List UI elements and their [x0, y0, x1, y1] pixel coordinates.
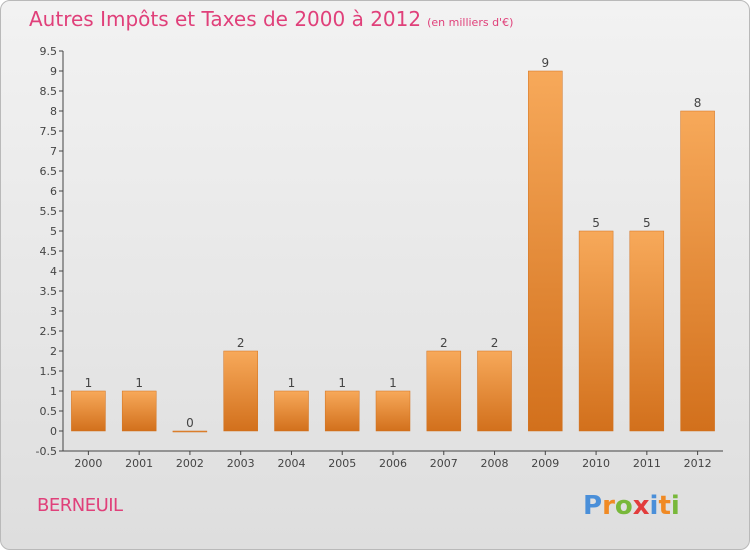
y-tick-label: 6 [50, 185, 57, 198]
bar [578, 230, 614, 432]
y-tick-label: 4.5 [40, 245, 58, 258]
x-tick-label: 2000 [74, 457, 102, 470]
x-tick-label: 2006 [379, 457, 407, 470]
x-tick-label: 2012 [684, 457, 712, 470]
y-tick-label: -0.5 [36, 445, 57, 458]
y-tick-label: 7 [50, 145, 57, 158]
bar [172, 430, 208, 433]
x-tick-label: 2011 [633, 457, 661, 470]
data-label: 1 [288, 376, 296, 390]
brand-letter: x [632, 491, 650, 521]
y-tick-label: 8 [50, 105, 57, 118]
chart-title: Autres Impôts et Taxes de 2000 à 2012 (en… [29, 7, 513, 31]
data-label: 1 [338, 376, 346, 390]
chart-axes: -0.5 0 0.5 1 1.5 2 2.5 3 3.5 4 4.5 5 5.5 6 6.5 7 7.5 8 8.5… [36, 45, 723, 470]
bar [324, 390, 360, 432]
x-tick-label: 2005 [328, 457, 356, 470]
y-tick-label: 5.5 [40, 205, 58, 218]
x-tick-label: 2003 [227, 457, 255, 470]
data-label: 1 [135, 376, 143, 390]
chart-bars [71, 70, 715, 433]
y-tick-label: 4 [50, 265, 57, 278]
bar [274, 390, 309, 432]
bar [680, 110, 715, 432]
y-tick-label: 5 [50, 225, 57, 238]
bar [629, 230, 665, 432]
data-label: 5 [592, 216, 600, 230]
data-label: 2 [440, 336, 448, 350]
brand-letter: r [602, 491, 615, 521]
x-tick-label: 2002 [176, 457, 204, 470]
chart-unit: (en milliers d'€) [427, 16, 514, 29]
brand-letter: i [649, 491, 659, 521]
bar [71, 390, 106, 432]
data-label: 2 [237, 336, 245, 350]
chart-title-text: Autres Impôts et Taxes de 2000 à 2012 [29, 7, 422, 31]
y-tick-label: 0.5 [40, 405, 58, 418]
x-tick-label: 2004 [277, 457, 305, 470]
x-tick-label: 2007 [430, 457, 458, 470]
bar [121, 390, 157, 432]
commune-name: BERNEUIL [37, 495, 123, 516]
bar [528, 70, 563, 432]
y-tick-label: 8.5 [40, 85, 58, 98]
y-tick-label: 2.5 [40, 325, 58, 338]
y-tick-label: 0 [50, 425, 57, 438]
y-tick-label: 3.5 [40, 285, 58, 298]
data-label: 1 [389, 376, 397, 390]
data-label: 9 [541, 56, 549, 70]
data-label: 8 [694, 96, 702, 110]
brand-letter: o [614, 491, 633, 521]
bar [223, 350, 258, 432]
x-tick-label: 2001 [125, 457, 153, 470]
data-label: 0 [186, 416, 194, 430]
y-tick-label: 9.5 [40, 45, 58, 58]
y-tick-label: 1 [50, 385, 57, 398]
brand-letter: t [658, 491, 671, 521]
data-label: 1 [85, 376, 93, 390]
brand-letter: P [583, 491, 603, 521]
x-tick-label: 2008 [481, 457, 509, 470]
data-label: 5 [643, 216, 651, 230]
bar [375, 390, 411, 432]
proxiti-logo: Proxiti [583, 491, 680, 521]
x-tick-label: 2010 [582, 457, 610, 470]
y-tick-label: 3 [50, 305, 57, 318]
y-tick-label: 7.5 [40, 125, 58, 138]
brand-letter: i [670, 491, 680, 521]
bar [426, 350, 462, 432]
bar [477, 350, 512, 432]
data-label: 2 [491, 336, 499, 350]
x-tick-label: 2009 [531, 457, 559, 470]
y-tick-label: 9 [50, 65, 57, 78]
chart-labels: 1 1 0 2 1 1 1 2 2 9 5 5 8 [85, 56, 702, 430]
y-tick-label: 2 [50, 345, 57, 358]
y-tick-label: 6.5 [40, 165, 58, 178]
y-tick-label: 1.5 [40, 365, 58, 378]
